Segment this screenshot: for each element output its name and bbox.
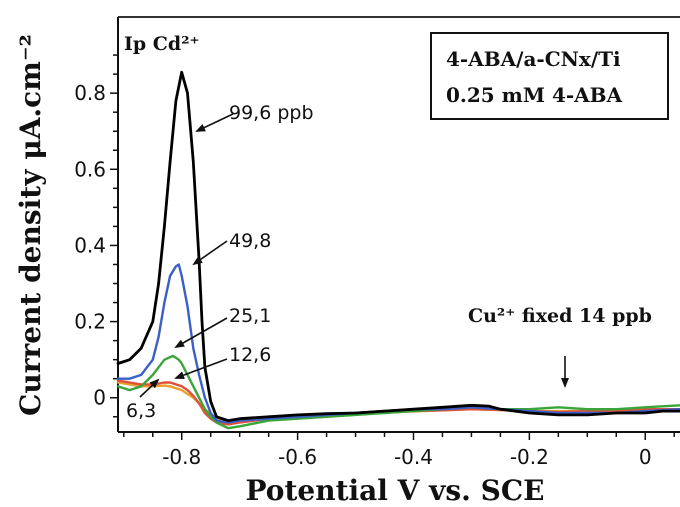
annotation-arrow-6-3 (139, 378, 160, 398)
legend-line-1: 4-ABA/a-CNx/Ti (446, 47, 621, 71)
y-tick-label: 0 (93, 386, 106, 410)
y-tick-label: 0.8 (74, 81, 106, 105)
x-axis-label: Potential V vs. SCE (245, 474, 544, 507)
legend-box-frame (430, 32, 669, 120)
x-tick-label: -0.8 (162, 445, 201, 469)
x-tick-label: 0 (639, 445, 652, 469)
y-tick-label: 0.2 (74, 310, 106, 334)
legend-line-2: 0.25 mM 4-ABA (446, 83, 623, 107)
annotation-99-6-ppb: 99,6 ppb (229, 102, 314, 124)
series-line-0 (116, 70, 680, 423)
annotation-arrow-25-1 (174, 317, 228, 348)
annotation-arrow-12-6 (174, 358, 228, 379)
annotation-arrow-49-8 (192, 240, 228, 266)
annotations-layer: 99,6 ppb 49,8 25,1 12,6 6,3 Cu²⁺ fixed 1… (126, 102, 652, 422)
series-line-2 (116, 354, 680, 430)
y-axis-label: Current density μA.cm⁻² (14, 34, 47, 416)
x-tick-label: -0.4 (394, 445, 433, 469)
y-tick-label: 0.4 (74, 233, 106, 257)
annotation-6-3: 6,3 (126, 400, 156, 422)
annotation-12-6: 12,6 (229, 344, 271, 366)
y-axis-ticks: 0 0.2 0.4 0.6 0.8 (74, 54, 118, 418)
annotation-25-1: 25,1 (229, 305, 271, 327)
x-tick-label: -0.6 (278, 445, 317, 469)
annotation-arrow-99-6 (195, 113, 234, 132)
x-tick-label: -0.2 (510, 445, 549, 469)
y-tick-label: 0.6 (74, 157, 106, 181)
peak-label: Ip Cd²⁺ (124, 33, 200, 55)
series-layer (116, 70, 680, 430)
annotation-cu-fixed: Cu²⁺ fixed 14 ppb (468, 305, 652, 327)
x-axis-ticks: -0.8 -0.6 -0.4 -0.2 0 (123, 432, 675, 469)
legend-box: 4-ABA/a-CNx/Ti 0.25 mM 4-ABA (430, 32, 669, 120)
annotation-49-8: 49,8 (229, 230, 271, 252)
